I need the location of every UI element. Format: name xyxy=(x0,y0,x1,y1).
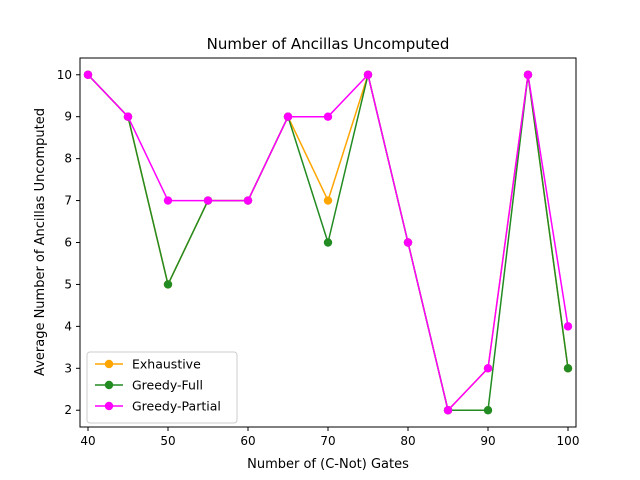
x-tick-label: 60 xyxy=(240,434,255,448)
data-point-greedy-partial xyxy=(283,112,293,121)
data-point-greedy-partial xyxy=(363,70,373,79)
legend-marker xyxy=(104,380,114,390)
data-point-greedy-full xyxy=(483,406,493,415)
y-tick-label: 2 xyxy=(64,403,72,417)
data-point-exhaustive xyxy=(323,196,333,205)
y-tick-label: 6 xyxy=(64,236,72,250)
y-axis-ticks: 2 3 4 5 6 7 8 9 10 xyxy=(57,68,80,417)
data-point-greedy-full xyxy=(163,280,173,289)
y-tick-label: 4 xyxy=(64,319,72,333)
y-axis-label: Average Number of Ancillas Uncomputed xyxy=(33,108,48,376)
data-point-greedy-partial xyxy=(163,196,173,205)
legend-item: Greedy-Full xyxy=(95,378,203,393)
data-point-greedy-partial xyxy=(563,322,573,331)
x-tick-label: 100 xyxy=(557,434,580,448)
plot-frame xyxy=(79,57,577,428)
data-point-greedy-partial xyxy=(123,112,133,121)
legend: Exhaustive Greedy-Full Greedy-Partial xyxy=(86,351,238,424)
legend-label: Exhaustive xyxy=(132,357,201,372)
data-point-greedy-partial xyxy=(443,406,453,415)
legend-item: Exhaustive xyxy=(95,357,201,372)
series-greedy-partial xyxy=(83,70,573,415)
y-tick-label: 10 xyxy=(57,68,72,82)
legend-marker xyxy=(104,401,114,411)
x-tick-label: 90 xyxy=(480,434,495,448)
data-point-greedy-partial xyxy=(323,112,333,121)
y-tick-label: 5 xyxy=(64,277,72,291)
legend-label: Greedy-Partial xyxy=(132,399,221,414)
x-axis-ticks: 40 50 60 70 80 90 100 xyxy=(80,427,579,448)
y-tick-label: 9 xyxy=(64,110,72,124)
y-tick-label: 3 xyxy=(64,361,72,375)
legend-box xyxy=(86,351,238,424)
legend-item: Greedy-Partial xyxy=(95,399,221,414)
legend-label: Greedy-Full xyxy=(132,378,203,393)
data-point-greedy-partial xyxy=(523,70,533,79)
x-tick-label: 50 xyxy=(160,434,175,448)
x-axis-label: Number of (C-Not) Gates xyxy=(247,457,409,472)
data-point-greedy-partial xyxy=(483,364,493,373)
data-point-greedy-partial xyxy=(403,238,413,247)
x-tick-label: 40 xyxy=(80,434,95,448)
data-point-greedy-full xyxy=(323,238,333,247)
data-point-greedy-partial xyxy=(83,70,93,79)
legend-marker xyxy=(104,359,114,369)
x-tick-label: 80 xyxy=(400,434,415,448)
x-tick-label: 70 xyxy=(320,434,335,448)
data-point-greedy-partial xyxy=(243,196,253,205)
series-layer xyxy=(83,70,573,415)
y-tick-label: 8 xyxy=(64,152,72,166)
y-tick-label: 7 xyxy=(64,194,72,208)
data-point-greedy-full xyxy=(563,364,573,373)
data-point-greedy-partial xyxy=(203,196,213,205)
chart-title: Number of Ancillas Uncomputed xyxy=(207,35,450,53)
